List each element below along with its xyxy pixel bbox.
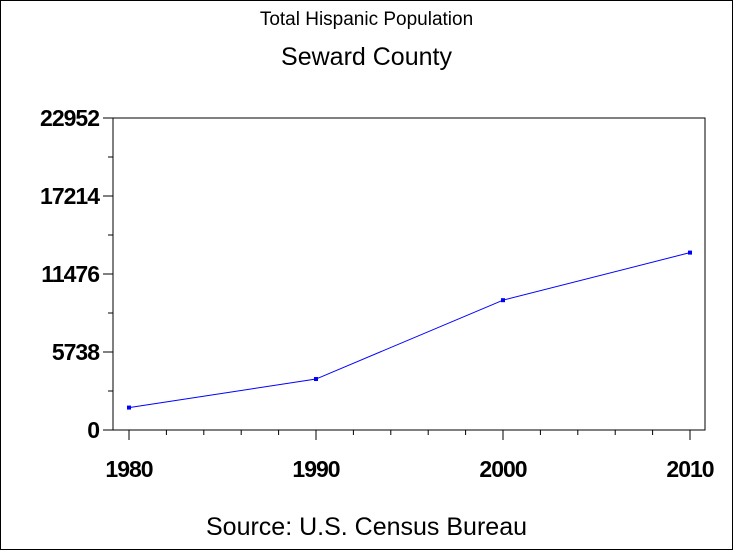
- y-axis: 0 5738 11476 17214 22952: [40, 105, 113, 443]
- plot-area: [112, 117, 706, 431]
- chart-title: Total Hispanic Population: [259, 9, 474, 30]
- x-tick-label: 2000: [479, 456, 526, 482]
- data-point: [688, 250, 692, 255]
- x-axis: 1980 1990 2000 2010: [105, 430, 715, 482]
- series-line: [128, 252, 691, 409]
- data-point: [127, 405, 131, 410]
- y-tick-label: 0: [87, 417, 99, 443]
- series-layer: [127, 250, 692, 410]
- y-tick-label: 11476: [41, 261, 99, 287]
- x-tick-label: 1980: [105, 456, 152, 482]
- x-tick-label: 2010: [666, 456, 713, 482]
- x-tick-label: 1990: [292, 456, 339, 482]
- chart-subtitle: Seward County: [281, 43, 452, 71]
- data-point: [501, 298, 505, 303]
- y-tick-label: 17214: [40, 183, 100, 209]
- data-point: [314, 377, 318, 382]
- y-tick-label: 5738: [52, 339, 100, 365]
- source-note: Source: U.S. Census Bureau: [206, 513, 527, 541]
- y-tick-label: 22952: [40, 105, 99, 131]
